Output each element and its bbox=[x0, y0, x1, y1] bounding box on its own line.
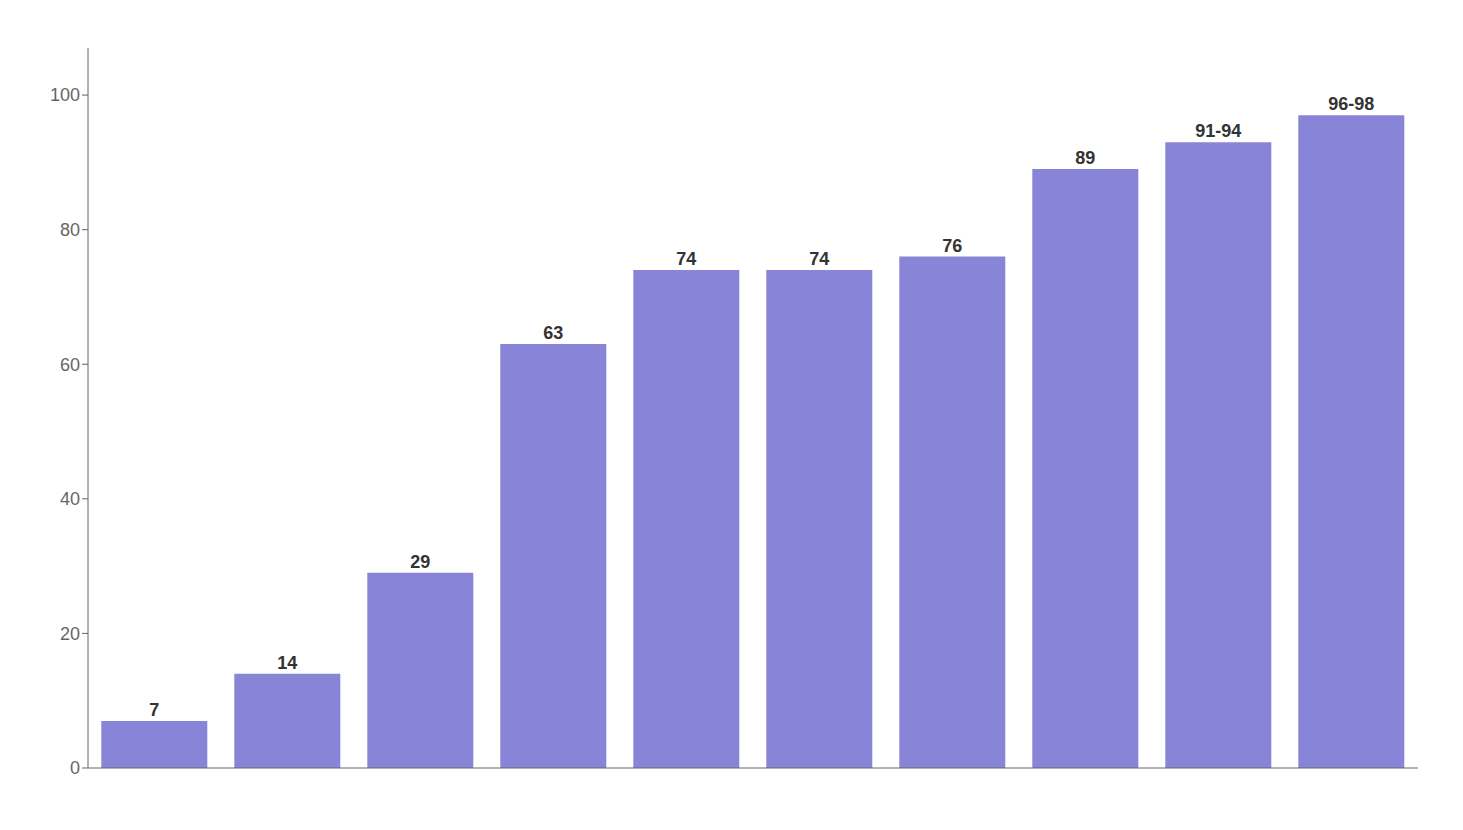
svg-text:74: 74 bbox=[809, 249, 829, 269]
svg-text:20: 20 bbox=[60, 624, 80, 644]
svg-text:7: 7 bbox=[149, 700, 159, 720]
svg-text:29: 29 bbox=[410, 552, 430, 572]
svg-text:76: 76 bbox=[942, 236, 962, 256]
svg-text:96-98: 96-98 bbox=[1328, 94, 1374, 114]
svg-text:100: 100 bbox=[50, 85, 80, 105]
svg-text:80: 80 bbox=[60, 220, 80, 240]
svg-text:60: 60 bbox=[60, 355, 80, 375]
svg-text:0: 0 bbox=[70, 758, 80, 778]
svg-text:14: 14 bbox=[277, 653, 297, 673]
svg-text:63: 63 bbox=[543, 323, 563, 343]
svg-text:89: 89 bbox=[1075, 148, 1095, 168]
svg-text:74: 74 bbox=[676, 249, 696, 269]
svg-text:40: 40 bbox=[60, 489, 80, 509]
svg-text:91-94: 91-94 bbox=[1195, 121, 1241, 141]
